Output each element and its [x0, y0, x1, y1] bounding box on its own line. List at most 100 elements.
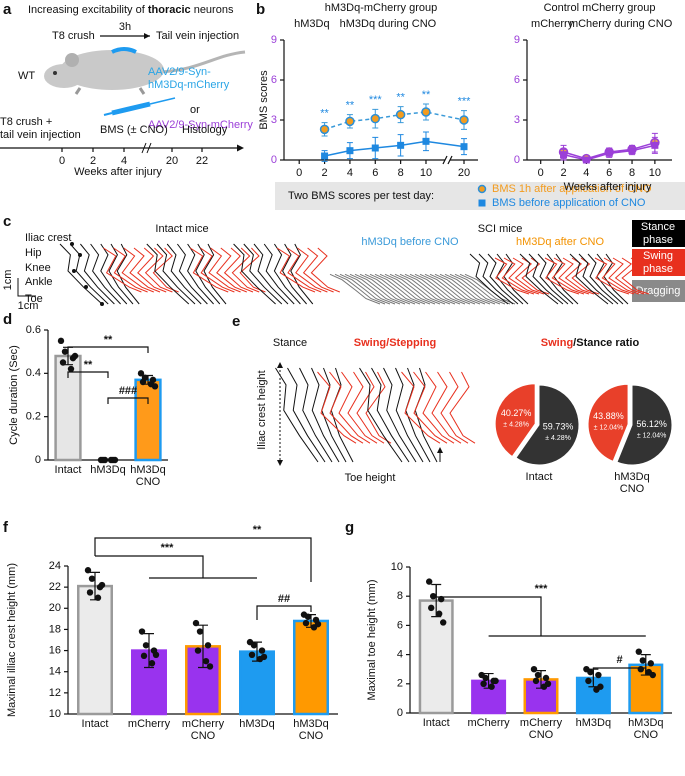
axis-label: Iliac crest height	[256, 370, 268, 449]
stick	[569, 253, 609, 305]
data-point	[138, 628, 146, 635]
joint-dot	[100, 302, 104, 306]
marker	[346, 147, 354, 155]
stick	[449, 273, 501, 305]
y-tick-label: 0.6	[26, 324, 41, 336]
x-tick-label-box: mCherry	[128, 718, 170, 730]
x-tick-label: 10	[420, 167, 432, 179]
pie-value-label: 56.12%	[636, 419, 667, 429]
x-tick-label: 0	[538, 167, 544, 179]
stick	[339, 273, 391, 305]
significance: **	[253, 524, 262, 536]
stick	[487, 253, 519, 305]
stick	[544, 257, 580, 295]
stick	[379, 273, 431, 305]
axis-label: Toe height	[345, 472, 396, 484]
y-tick-label: 0	[514, 154, 520, 166]
title-part: Swing	[541, 337, 573, 349]
legend-label: BMS 1h after application of CNO	[492, 183, 652, 195]
stick	[431, 371, 462, 444]
stick	[90, 243, 121, 305]
x-tick-label: 2	[322, 167, 328, 179]
pie-value-label: 43.88%	[593, 411, 624, 421]
data-point	[151, 383, 159, 390]
panel-letter: e	[232, 313, 240, 330]
timeline-label: Weeks after injury	[74, 166, 162, 178]
swing-label: Swing/Stepping	[354, 337, 437, 349]
stick	[369, 273, 421, 305]
timeline-start: tail vein injection	[0, 129, 81, 141]
stick	[409, 273, 461, 305]
y-tick-label: 0	[271, 154, 277, 166]
data-point	[302, 619, 310, 627]
y-tick-label: 2	[397, 678, 403, 690]
significance-bracket	[67, 371, 109, 378]
ratio-title: Swing/Stance ratio	[541, 337, 640, 349]
significance: **	[84, 359, 93, 371]
panel-letter: d	[3, 311, 12, 328]
stick	[374, 273, 426, 305]
panel-letter: c	[3, 213, 11, 230]
data-point	[534, 671, 542, 679]
stick	[338, 371, 371, 444]
bar	[293, 619, 329, 716]
stick	[243, 243, 283, 305]
significance: ***	[535, 583, 549, 595]
joint-dot	[72, 269, 76, 273]
stick	[295, 247, 328, 293]
timeline-bms: BMS (± CNO)	[100, 124, 168, 136]
significance-bracket	[107, 397, 149, 404]
stick	[80, 243, 115, 305]
chart-subtitle: hM3Dq during CNO	[340, 18, 437, 30]
marker	[395, 109, 406, 120]
stick	[349, 273, 401, 305]
stick	[121, 247, 154, 293]
x-tick-label-box: hM3Dq	[90, 464, 125, 476]
stick	[233, 243, 276, 305]
y-tick-label: 3	[514, 114, 520, 126]
significance-bracket	[592, 667, 647, 684]
stick	[459, 273, 511, 305]
x-tick-label: mCherry	[467, 717, 510, 729]
timeline-tick-label: 0	[59, 155, 65, 167]
axis-break	[442, 155, 453, 165]
data-point	[196, 628, 204, 635]
y-tick-label: 8	[397, 590, 403, 602]
y-tick-label: 9	[514, 34, 520, 46]
stick	[594, 257, 630, 295]
stick	[419, 273, 471, 305]
data-point	[111, 456, 119, 464]
pie-slice	[515, 384, 580, 466]
stick	[389, 273, 441, 305]
pie-error-label: ± 4.28%	[503, 422, 529, 429]
y-axis-label: Maximal toe height (mm)	[366, 579, 378, 700]
joint-label: Knee	[25, 262, 51, 274]
mouse	[44, 47, 246, 95]
stick	[100, 243, 128, 305]
pie-value-label: 40.27%	[501, 408, 532, 418]
title-part: Increasing excitability of	[28, 4, 148, 16]
arrow-head	[144, 33, 150, 39]
x-tick-label-box: hM3Dq	[576, 717, 611, 729]
stick	[239, 247, 266, 293]
x-tick-label: 8	[398, 167, 404, 179]
joint-dot	[78, 253, 82, 257]
stick	[317, 371, 357, 444]
data-point	[492, 677, 499, 685]
pie-value-label: 59.73%	[543, 421, 574, 431]
data-point	[647, 660, 654, 667]
data-point	[532, 677, 540, 685]
legend-text: Dragging	[636, 285, 681, 297]
data-point	[304, 613, 312, 620]
data-point	[84, 567, 92, 574]
y-tick-label: 0.4	[26, 367, 41, 379]
y-tick-label: 18	[49, 623, 61, 635]
stick	[614, 257, 645, 295]
stick	[176, 243, 208, 305]
marker	[582, 156, 590, 164]
significance: ***	[161, 542, 175, 554]
stick	[187, 243, 214, 305]
significance: **	[396, 92, 405, 104]
group-label: Intact mice	[155, 223, 208, 235]
